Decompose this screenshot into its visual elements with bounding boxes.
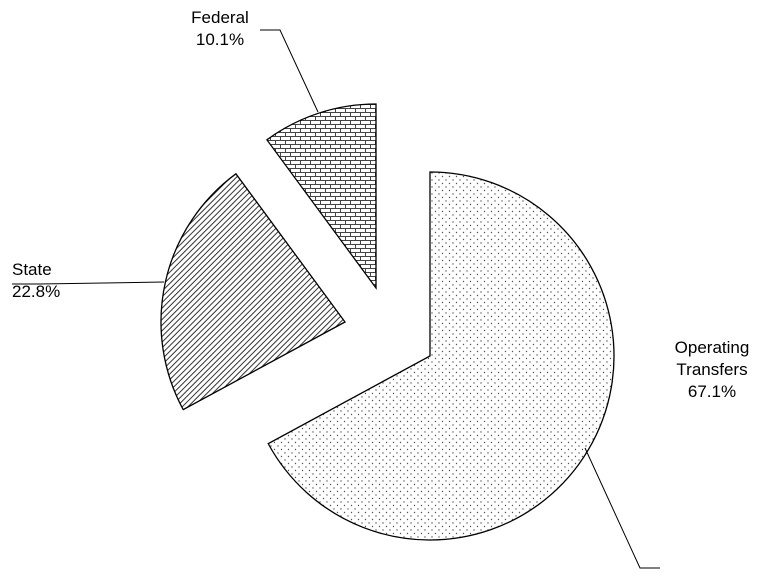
leader-line-state bbox=[12, 281, 165, 285]
slice-name-label: Operating bbox=[675, 338, 750, 357]
pie-slices bbox=[160, 103, 615, 541]
pie-slice-state bbox=[160, 172, 346, 411]
slice-percent-label: 10.1% bbox=[196, 30, 244, 49]
leader-line-federal bbox=[260, 29, 319, 113]
slice-percent-label: 22.8% bbox=[12, 282, 60, 301]
slice-percent-label: 67.1% bbox=[688, 382, 736, 401]
slice-labels: Operating Transfers 67.1% State 22.8% Federal… bbox=[12, 8, 749, 401]
pie-slice-federal bbox=[266, 103, 377, 290]
slice-name-label: State bbox=[12, 260, 52, 279]
leader-line-operating-transfers bbox=[584, 447, 660, 569]
leader-lines bbox=[12, 29, 660, 569]
pie-slice-operating-transfers bbox=[267, 171, 615, 541]
slice-name-label: Transfers bbox=[676, 360, 747, 379]
slice-name-label: Federal bbox=[191, 8, 249, 27]
